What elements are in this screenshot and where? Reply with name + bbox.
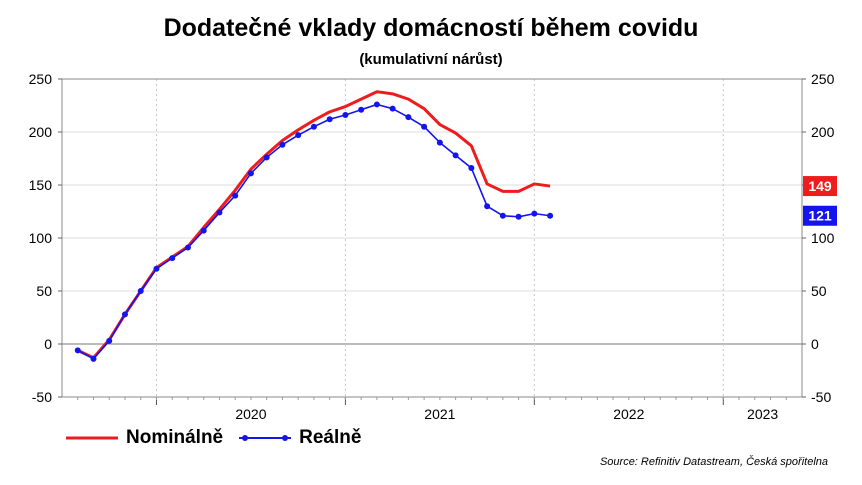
series-point-realne [515, 213, 522, 220]
legend-label-realne: Reálně [299, 427, 362, 448]
legend-item-nominalne: Nominálně [66, 427, 223, 449]
series-point-realne [106, 337, 113, 344]
y-tick-label-left: 200 [29, 124, 53, 140]
series-point-realne [484, 203, 491, 210]
y-tick-label-right: 0 [811, 336, 819, 352]
source-note: Source: Refinitiv Datastream, Česká spoř… [599, 456, 828, 468]
series-point-realne [373, 101, 380, 108]
series-point-realne [531, 210, 538, 217]
y-tick-label-right: 250 [811, 71, 835, 87]
legend: Nominálně Reálně [66, 427, 377, 449]
y-tick-label-right: 200 [811, 124, 835, 140]
series-point-realne [468, 165, 475, 172]
series-point-realne [279, 141, 286, 148]
series-point-realne [342, 112, 349, 119]
x-tick-label: 2021 [424, 406, 455, 422]
series-point-realne [137, 288, 144, 294]
series-point-realne [232, 192, 239, 199]
end-value-badge: 149 [803, 176, 837, 197]
series-point-realne [547, 212, 554, 219]
legend-label-nominalne: Nominálně [126, 427, 224, 448]
chart-title: Dodatečné vklady domácností během covidu [163, 14, 699, 42]
y-tick-label-right: -50 [811, 389, 831, 405]
series-line-realne [77, 103, 551, 360]
series-point-realne [74, 347, 81, 354]
y-tick-label-left: 50 [36, 283, 52, 299]
y-tick-label-right: 50 [811, 283, 827, 299]
series-point-realne [389, 105, 396, 112]
end-value-badge-bg [803, 176, 837, 197]
series-point-realne [436, 139, 443, 146]
y-tick-label-left: 150 [29, 177, 53, 193]
series-point-realne [499, 212, 506, 219]
series-point-realne [310, 123, 317, 130]
legend-swatch-realne [239, 435, 292, 441]
y-tick-label-left: 0 [44, 336, 52, 352]
y-tick-label-right: 100 [811, 230, 835, 246]
end-value-badge-bg [803, 205, 837, 226]
series-point-realne [263, 154, 270, 161]
y-tick-label-left: 250 [29, 71, 53, 87]
x-tick-label: 2023 [747, 406, 778, 422]
series-point-realne [326, 116, 333, 123]
y-tick-label-left: 100 [29, 230, 53, 246]
series-point-realne [153, 265, 160, 272]
series-point-realne [247, 170, 254, 177]
end-value-badge: 121 [803, 205, 837, 226]
series-point-realne [405, 114, 412, 121]
legend-item-realne: Reálně [239, 427, 361, 449]
legend-swatch-nominalne [66, 436, 118, 440]
series-point-realne [358, 106, 365, 113]
x-tick-label: 2022 [613, 406, 644, 422]
end-value-label: 149 [808, 178, 832, 194]
series-point-realne [184, 244, 191, 251]
series-point-realne [216, 209, 223, 216]
end-value-label: 121 [808, 208, 832, 224]
series-point-realne [421, 123, 428, 130]
series-point-realne [90, 355, 97, 362]
chart-subtitle: (kumulativní nárůst) [359, 51, 503, 68]
series-point-realne [200, 227, 207, 234]
series-point-realne [121, 311, 128, 318]
x-tick-label: 2020 [235, 406, 266, 422]
series-point-realne [169, 255, 176, 262]
series-point-realne [295, 132, 302, 139]
y-tick-label-left: -50 [32, 389, 52, 405]
series-point-realne [452, 152, 459, 159]
